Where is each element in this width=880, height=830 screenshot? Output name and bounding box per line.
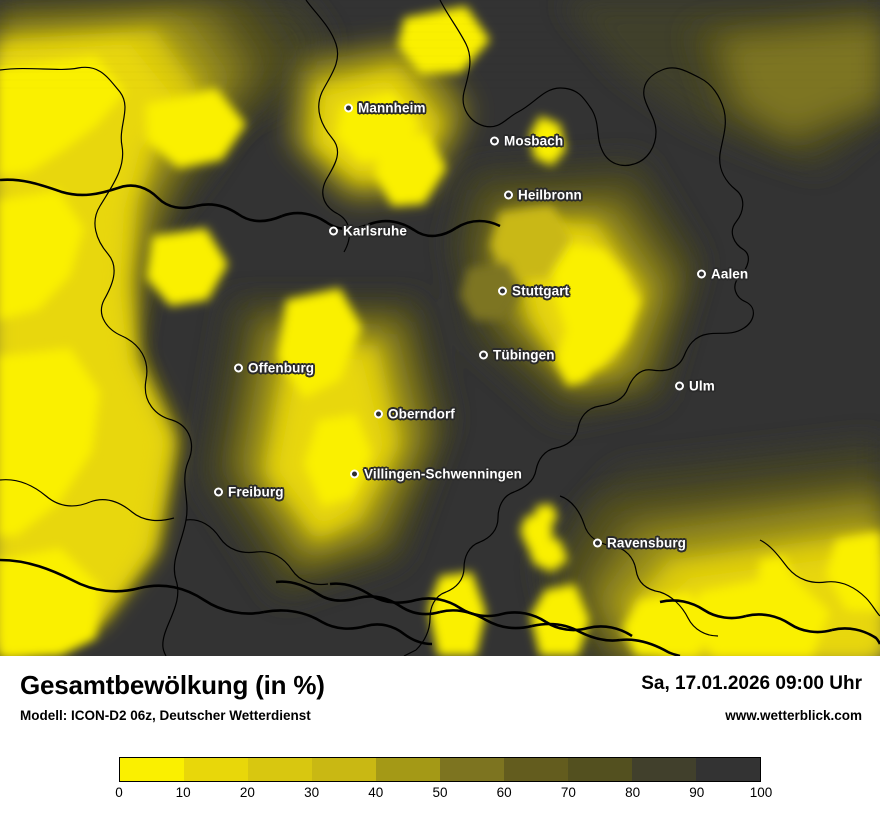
colorbar-swatch bbox=[504, 758, 568, 781]
city-marker[interactable]: Mosbach bbox=[490, 134, 563, 149]
country-borders bbox=[0, 178, 880, 656]
colorbar-tick: 30 bbox=[304, 785, 320, 800]
city-dot-icon bbox=[329, 226, 338, 236]
colorbar-tick: 50 bbox=[432, 785, 448, 800]
city-marker[interactable]: Karlsruhe bbox=[329, 224, 407, 239]
city-label: Karlsruhe bbox=[343, 223, 407, 239]
colorbar-tick: 70 bbox=[560, 785, 576, 800]
colorbar-swatch bbox=[632, 758, 696, 781]
city-marker[interactable]: Stuttgart bbox=[498, 284, 569, 299]
city-marker[interactable]: Offenburg bbox=[234, 361, 314, 376]
city-label: Villingen-Schwenningen bbox=[364, 466, 522, 482]
colorbar-tick: 100 bbox=[749, 785, 773, 800]
colorbar-swatch bbox=[440, 758, 504, 781]
colorbar-tick: 40 bbox=[368, 785, 384, 800]
city-marker[interactable]: Aalen bbox=[697, 267, 748, 282]
city-dot-icon bbox=[374, 409, 383, 419]
city-dot-icon bbox=[490, 136, 499, 146]
page-title: Gesamtbewölkung (in %) bbox=[20, 670, 325, 700]
city-dot-icon bbox=[675, 381, 684, 391]
city-label: Freiburg bbox=[228, 484, 284, 500]
city-marker[interactable]: Ulm bbox=[675, 379, 715, 394]
colorbar: 0 10 20 30 40 50 60 70 80 90 100 bbox=[115, 757, 772, 807]
city-label: Stuttgart bbox=[512, 283, 570, 299]
city-label: Ulm bbox=[689, 378, 715, 394]
colorbar-tick: 80 bbox=[625, 785, 641, 800]
city-label: Offenburg bbox=[248, 360, 315, 376]
map-footer: Gesamtbewölkung (in %) Modell: ICON-D2 0… bbox=[0, 656, 880, 830]
colorbar-swatch bbox=[376, 758, 440, 781]
colorbar-tick: 90 bbox=[689, 785, 705, 800]
city-dot-icon bbox=[344, 103, 353, 113]
website-label: www.wetterblick.com bbox=[725, 708, 862, 723]
colorbar-tick: 60 bbox=[496, 785, 512, 800]
city-marker[interactable]: Ravensburg bbox=[593, 536, 686, 551]
city-label: Tübingen bbox=[493, 347, 555, 363]
city-label: Oberndorf bbox=[388, 406, 455, 422]
colorbar-tick: 20 bbox=[239, 785, 255, 800]
city-dot-icon bbox=[697, 269, 706, 279]
city-label: Aalen bbox=[711, 266, 749, 282]
city-dot-icon bbox=[504, 190, 513, 200]
city-label-layer: Mannheim Mosbach Heilbronn Karlsruhe Stuttga… bbox=[214, 101, 748, 551]
map-raster-layer bbox=[0, 0, 880, 656]
city-dot-icon bbox=[350, 469, 359, 479]
colorbar-swatch bbox=[312, 758, 376, 781]
city-marker[interactable]: Oberndorf bbox=[374, 407, 455, 422]
cloud-layer-saturated bbox=[0, 6, 880, 656]
city-label: Mosbach bbox=[504, 133, 564, 149]
city-marker[interactable]: Freiburg bbox=[214, 485, 284, 500]
state-borders bbox=[0, 0, 880, 656]
city-dot-icon bbox=[214, 487, 223, 497]
city-dot-icon bbox=[479, 350, 488, 360]
city-marker[interactable]: Villingen-Schwenningen bbox=[350, 467, 522, 482]
colorbar-swatch bbox=[696, 758, 760, 781]
city-dot-icon bbox=[234, 363, 243, 373]
colorbar-tick: 10 bbox=[175, 785, 191, 800]
colorbar-tick: 0 bbox=[115, 785, 123, 800]
colorbar-swatch bbox=[248, 758, 312, 781]
city-label: Heilbronn bbox=[518, 187, 582, 203]
model-subtitle: Modell: ICON-D2 06z, Deutscher Wetterdie… bbox=[20, 708, 311, 723]
city-marker[interactable]: Heilbronn bbox=[504, 188, 582, 203]
city-label: Mannheim bbox=[358, 100, 426, 116]
raster-grid-overlay bbox=[0, 0, 880, 89]
colorbar-swatch bbox=[120, 758, 184, 781]
city-dot-icon bbox=[593, 538, 602, 548]
cloud-cover-map[interactable]: Mannheim Mosbach Heilbronn Karlsruhe Stuttga… bbox=[0, 0, 880, 656]
city-marker[interactable]: Tübingen bbox=[479, 348, 555, 363]
city-label: Ravensburg bbox=[607, 535, 687, 551]
colorbar-tick-labels: 0 10 20 30 40 50 60 70 80 90 100 bbox=[115, 785, 772, 807]
colorbar-swatches bbox=[119, 757, 761, 782]
valid-datetime: Sa, 17.01.2026 09:00 Uhr bbox=[641, 673, 862, 694]
city-dot-icon bbox=[498, 286, 507, 296]
colorbar-swatch bbox=[568, 758, 632, 781]
colorbar-swatch bbox=[184, 758, 248, 781]
city-marker[interactable]: Mannheim bbox=[344, 101, 426, 116]
